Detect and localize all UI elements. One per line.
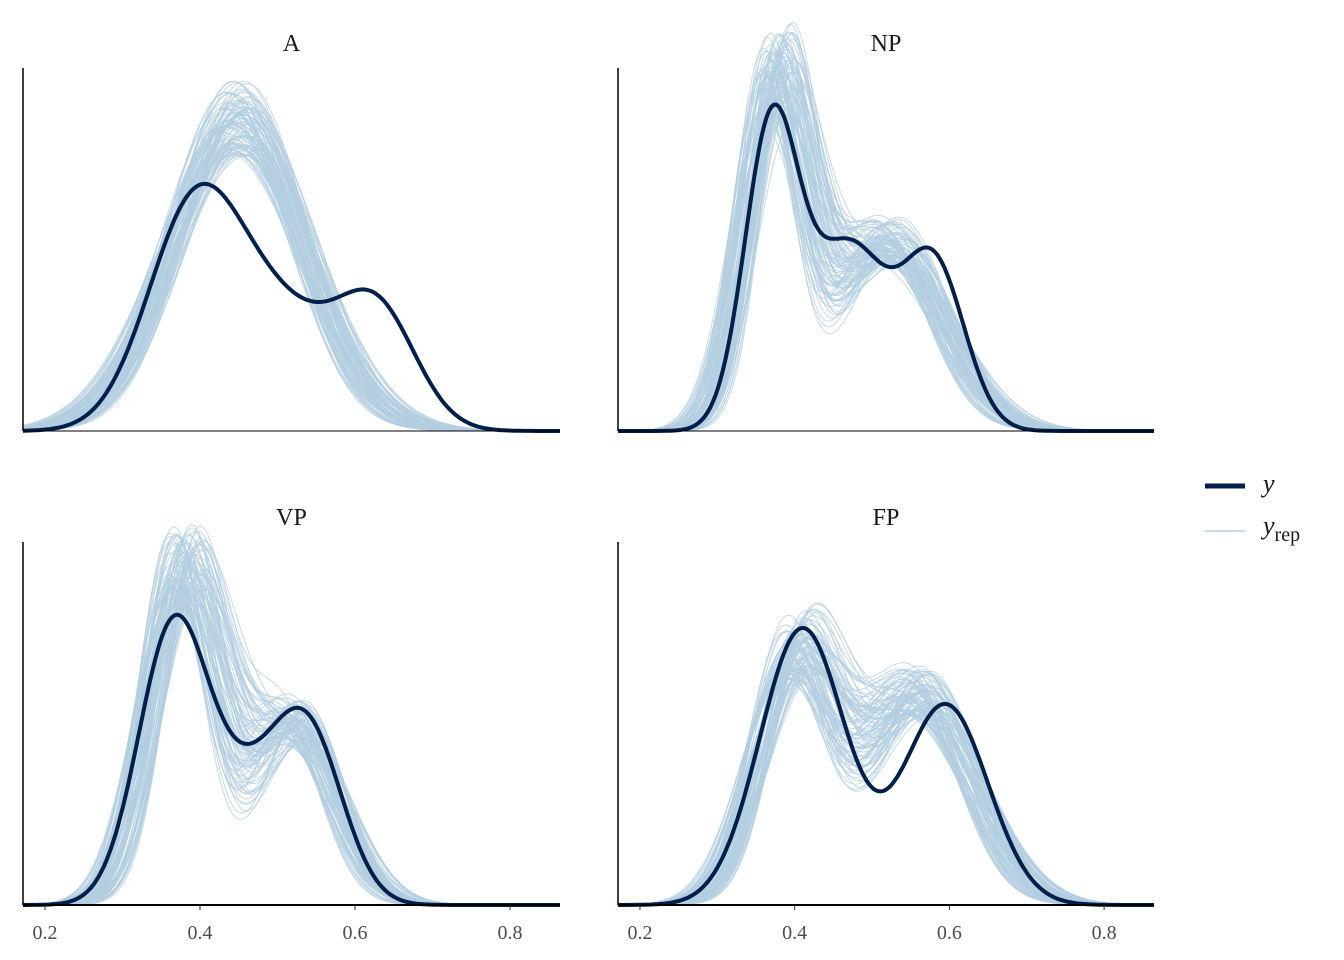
x-tick-label: 0.4 xyxy=(782,922,807,944)
yrep-density-line xyxy=(618,671,1155,906)
yrep-density-line xyxy=(618,628,1154,906)
y-density-line xyxy=(23,181,560,433)
yrep-density-line xyxy=(618,623,1154,906)
yrep-density-line xyxy=(618,638,1154,906)
yrep-density-line xyxy=(618,640,1154,906)
yrep-density-line xyxy=(618,32,1154,432)
yrep-density-line xyxy=(618,633,1154,906)
facet-fp: FP 0.2 0.4 0.6 0.8 xyxy=(617,505,1155,944)
yrep-density-line xyxy=(618,657,1154,906)
facet-title: VP xyxy=(276,505,307,531)
yrep-density-line xyxy=(618,650,1154,906)
yrep-density-line xyxy=(618,677,1154,906)
yrep-density-line xyxy=(618,634,1154,906)
yrep-density-line xyxy=(618,31,1154,432)
yrep-density-line xyxy=(618,644,1154,906)
legend-yrep-label: yrep xyxy=(1260,511,1300,546)
yrep-density-line xyxy=(618,628,1154,906)
yrep-density-line xyxy=(618,608,1154,906)
yrep-density-line xyxy=(618,673,1154,906)
yrep-density-line xyxy=(618,31,1154,432)
yrep-density-line xyxy=(618,624,1154,906)
yrep-density-line xyxy=(618,666,1154,906)
yrep-density-line xyxy=(618,610,1154,906)
yrep-density-line xyxy=(618,640,1154,906)
legend: y yrep xyxy=(1205,469,1300,546)
x-tick-label: 0.2 xyxy=(33,922,58,944)
yrep-density-line xyxy=(618,630,1154,906)
facet-a: A xyxy=(22,31,560,433)
facet-np: NP xyxy=(617,21,1154,433)
yrep-density-line xyxy=(618,660,1154,906)
y-density-line xyxy=(618,625,1154,907)
x-tick-label: 0.2 xyxy=(627,922,652,944)
x-tick-label: 0.6 xyxy=(937,922,962,944)
x-tick-label: 0.8 xyxy=(1092,922,1117,944)
yrep-density-line xyxy=(618,663,1154,906)
yrep-density-line xyxy=(618,118,1154,432)
yrep-density-line xyxy=(618,633,1154,906)
yrep-density-line xyxy=(618,611,1154,906)
facet-title: NP xyxy=(871,31,902,57)
yrep-density-line xyxy=(618,109,1154,432)
x-tick-label: 0.4 xyxy=(188,922,213,944)
yrep-density-line xyxy=(618,622,1154,906)
yrep-density-line xyxy=(618,644,1154,906)
facet-title: FP xyxy=(873,505,900,531)
yrep-density-line xyxy=(618,648,1154,906)
yrep-density-line xyxy=(618,622,1154,906)
facet-title: A xyxy=(283,31,301,57)
yrep-density-line xyxy=(618,614,1154,906)
x-tick-label: 0.8 xyxy=(498,922,523,944)
legend-y-label: y xyxy=(1260,469,1275,498)
x-tick-label: 0.6 xyxy=(343,922,368,944)
yrep-density-line xyxy=(618,628,1154,906)
yrep-density-line xyxy=(618,660,1154,906)
yrep-density-line xyxy=(618,615,1154,906)
yrep-density-line xyxy=(618,648,1154,906)
yrep-density-line xyxy=(618,36,1154,432)
facet-vp: VP 0.2 0.4 0.6 0.8 xyxy=(22,505,560,944)
yrep-density-line xyxy=(618,610,1154,906)
yrep-density-line xyxy=(618,624,1154,906)
yrep-density-line xyxy=(618,37,1154,432)
yrep-density-line xyxy=(618,33,1154,432)
yrep-density-line xyxy=(618,632,1154,906)
